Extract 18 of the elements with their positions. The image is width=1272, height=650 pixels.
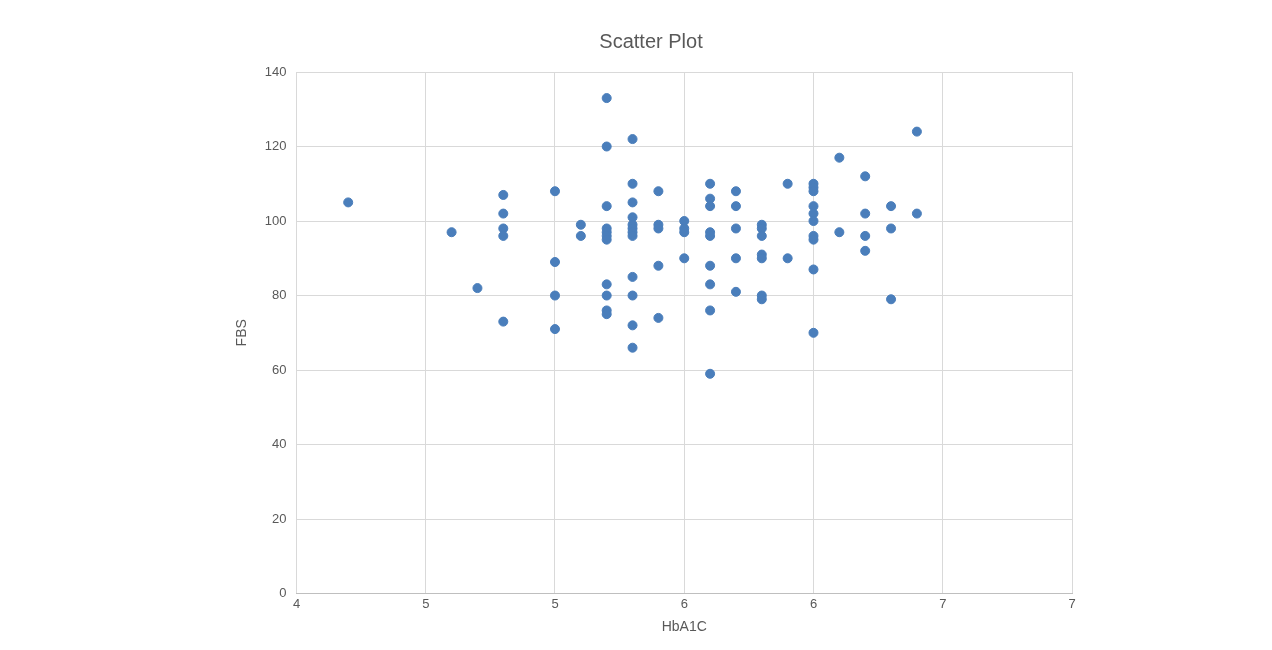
y-tick-label: 20 <box>272 510 287 526</box>
x-tick-label: 5 <box>551 595 559 611</box>
chart-title: Scatter Plot <box>599 29 704 52</box>
y-tick-label: 140 <box>264 63 287 79</box>
y-tick-label: 0 <box>279 585 287 601</box>
x-tick-label: 7 <box>939 595 947 611</box>
y-tick-label: 120 <box>264 138 287 154</box>
x-tick-label: 6 <box>680 595 688 611</box>
y-tick-label: 100 <box>264 212 287 228</box>
x-axis-title: HbA1C <box>661 618 707 635</box>
y-tick-label: 40 <box>272 436 287 452</box>
y-axis-title: FBS <box>233 319 250 347</box>
x-tick-label: 7 <box>1068 595 1076 611</box>
x-tick-label: 4 <box>292 595 301 611</box>
x-tick-label: 5 <box>422 595 430 611</box>
y-tick-label: 60 <box>272 361 287 377</box>
x-tick-label: 6 <box>809 595 818 611</box>
y-tick-label: 80 <box>272 287 287 303</box>
